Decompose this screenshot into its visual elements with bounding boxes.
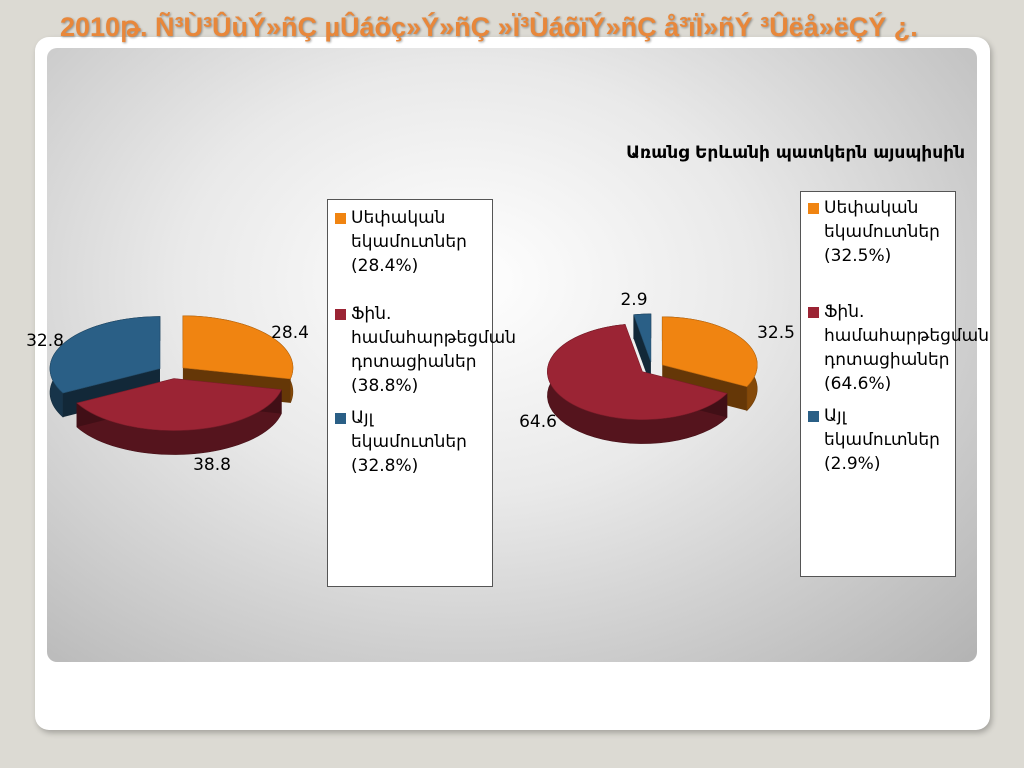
legend-label-own-revenue: Սեփական եկամուտներ (28.4%) [351,208,467,276]
pie-slice-grants [547,324,728,420]
data-label-grants: 64.6 [519,412,557,432]
legend-label-grants: Ֆին. համահարթեցման դոտացիաներ (64.6%) [824,302,989,394]
legend-entry-own-revenue: Սեփական եկամուտներ (28.4%) [335,206,488,278]
slide-title: 2010թ. Ñ³Ù³ÛùÝ»ñÇ µÛáõç»Ý»ñÇ »Ï³ÙáõïÝ»ñÇ… [60,12,918,42]
legend-swatch-own-revenue [335,213,346,224]
data-label-own-revenue: 28.4 [271,323,309,343]
pie-slice-own-revenue [661,316,758,387]
legend-swatch-grants [335,309,346,320]
legend-label-other: Այլ եկամուտներ (2.9%) [824,406,940,474]
pie-slice-other [633,313,652,363]
legend-swatch-other [335,413,346,424]
pie-slice-other [49,316,161,394]
legend-entry-grants: Ֆին. համահարթեցման դոտացիաներ (64.6%) [808,300,989,396]
legend-label-grants: Ֆին. համահարթեցման դոտացիաներ (38.8%) [351,304,516,396]
data-label-other: 2.9 [620,290,647,310]
legend-label-other: Այլ եկամուտներ (32.8%) [351,408,467,476]
legend-left-chart: Սեփական եկամուտներ (28.4%) Ֆին. համահարթ… [327,199,516,587]
data-label-other: 32.8 [26,331,64,351]
legend-entry-other: Այլ եկամուտներ (2.9%) [808,404,951,476]
legend-right-chart: Սեփական եկամուտներ (32.5%) Ֆին. համահարթ… [800,191,989,577]
pie-chart-2: 32.5 64.6 2.9 [519,290,795,444]
legend-label-own-revenue: Սեփական եկամուտներ (32.5%) [824,198,940,266]
data-label-grants: 38.8 [193,455,231,475]
data-label-own-revenue: 32.5 [757,323,795,343]
legend-entry-other: Այլ եկամուտներ (32.8%) [335,406,488,478]
chart-title-right: Առանց Երևանի պատկերն այսպիսին [626,143,965,163]
legend-swatch-other [808,411,819,422]
pie-slice-own-revenue [182,315,294,380]
pie-chart-1: 28.4 38.8 32.8 [26,315,309,475]
legend-swatch-grants [808,307,819,318]
legend-swatch-own-revenue [808,203,819,214]
legend-entry-grants: Ֆին. համահարթեցման դոտացիաներ (38.8%) [335,302,516,398]
pie-slice-grants [76,378,282,431]
legend-entry-own-revenue: Սեփական եկամուտներ (32.5%) [808,196,951,268]
